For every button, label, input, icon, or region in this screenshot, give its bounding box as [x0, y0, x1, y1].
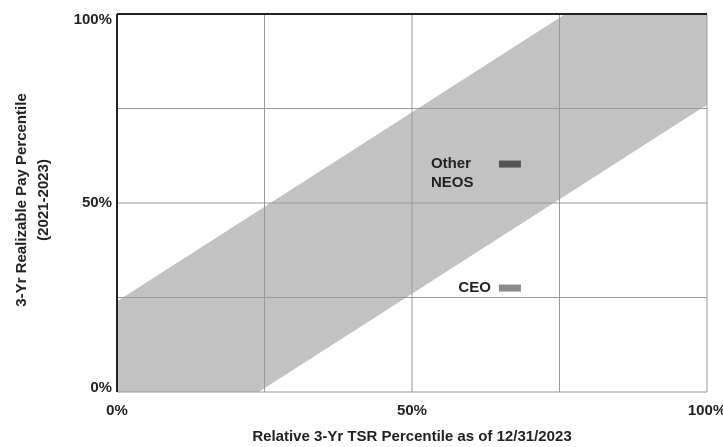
series-label: CEO [458, 279, 491, 297]
series-label: Other NEOS [430, 155, 474, 192]
y-tick-label: 50% [82, 194, 112, 211]
y-axis-title: 3-Yr Realizable Pay Percentile [13, 93, 30, 306]
marker [498, 160, 521, 168]
marker [498, 284, 521, 292]
x-axis-title: Relative 3-Yr TSR Percentile as of 12/31… [252, 428, 571, 445]
x-tick-label: 100% [688, 402, 723, 419]
x-tick-label: 50% [397, 402, 427, 419]
y-tick-label: 100% [74, 11, 112, 28]
y-axis-title: (2021-2023) [35, 159, 52, 241]
x-tick-label: 0% [106, 402, 128, 419]
y-tick-label: 0% [90, 379, 112, 396]
